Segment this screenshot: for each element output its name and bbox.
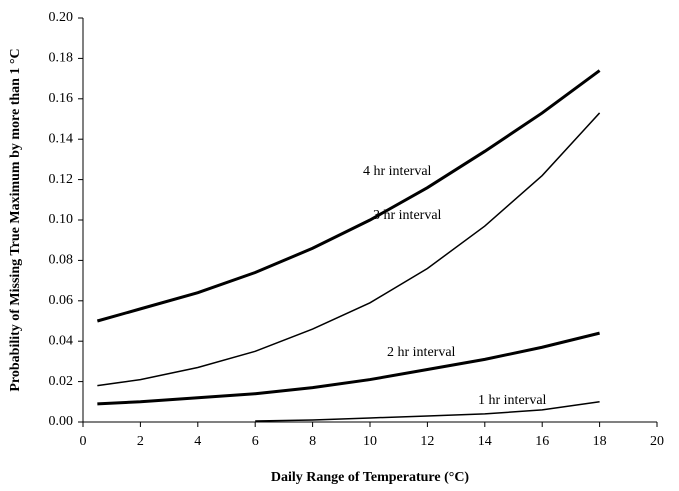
series-label: 2 hr interval — [387, 345, 456, 360]
series-line — [255, 401, 600, 422]
x-tick-label: 14 — [478, 434, 492, 449]
y-tick-label: 0.10 — [49, 212, 74, 227]
y-tick-label: 0.00 — [49, 414, 74, 429]
y-tick-label: 0.20 — [49, 10, 74, 25]
series-line — [96, 69, 601, 323]
y-tick-label: 0.02 — [49, 374, 74, 389]
y-tick-label: 0.12 — [49, 172, 74, 187]
x-tick-label: 0 — [80, 434, 87, 449]
x-tick-label: 18 — [593, 434, 607, 449]
x-tick-label: 12 — [420, 434, 434, 449]
y-tick-label: 0.14 — [49, 131, 74, 146]
x-tick-label: 6 — [252, 434, 259, 449]
x-tick-label: 20 — [650, 434, 664, 449]
y-tick-label: 0.06 — [49, 293, 74, 308]
series-label: 4 hr interval — [363, 164, 432, 179]
x-tick-label: 10 — [363, 434, 377, 449]
series-line — [97, 331, 600, 406]
y-tick-label: 0.04 — [49, 333, 74, 348]
series-label: 1 hr interval — [478, 393, 547, 408]
x-tick-label: 4 — [194, 434, 201, 449]
series-label: 3 hr interval — [373, 208, 442, 223]
series-line — [97, 112, 601, 387]
y-axis-title: Probability of Missing True Maximum by m… — [8, 48, 23, 391]
x-tick-label: 16 — [535, 434, 549, 449]
x-tick-label: 8 — [309, 434, 316, 449]
x-axis-title: Daily Range of Temperature (°C) — [271, 470, 470, 485]
x-tick-label: 2 — [137, 434, 144, 449]
y-tick-label: 0.08 — [49, 253, 74, 268]
y-tick-label: 0.18 — [49, 51, 74, 66]
y-tick-label: 0.16 — [49, 91, 74, 106]
